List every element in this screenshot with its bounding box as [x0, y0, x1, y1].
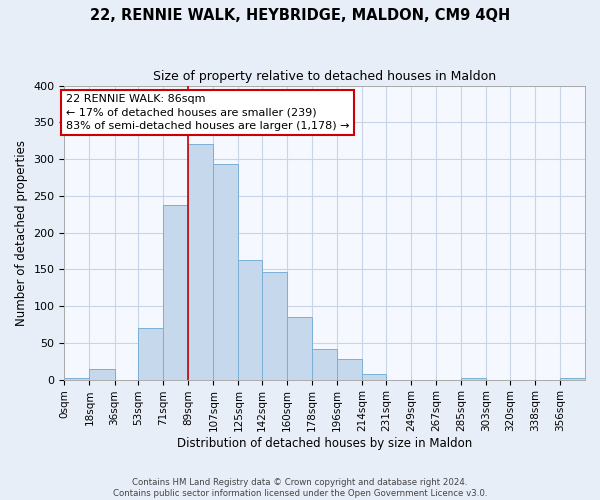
Bar: [238, 260, 262, 380]
Bar: [64, 378, 89, 380]
Bar: [337, 359, 362, 380]
Bar: [188, 144, 214, 380]
Bar: [262, 272, 287, 380]
Bar: [287, 317, 312, 380]
Bar: [163, 206, 188, 380]
X-axis label: Distribution of detached houses by size in Maldon: Distribution of detached houses by size …: [177, 437, 472, 450]
Text: Contains HM Land Registry data © Crown copyright and database right 2024.
Contai: Contains HM Land Registry data © Crown c…: [113, 478, 487, 498]
Bar: [138, 328, 163, 380]
Bar: [214, 164, 238, 380]
Text: 22, RENNIE WALK, HEYBRIDGE, MALDON, CM9 4QH: 22, RENNIE WALK, HEYBRIDGE, MALDON, CM9 …: [90, 8, 510, 22]
Bar: [560, 378, 585, 380]
Title: Size of property relative to detached houses in Maldon: Size of property relative to detached ho…: [153, 70, 496, 83]
Bar: [312, 348, 337, 380]
Bar: [89, 368, 115, 380]
Bar: [461, 378, 486, 380]
Y-axis label: Number of detached properties: Number of detached properties: [15, 140, 28, 326]
Text: 22 RENNIE WALK: 86sqm
← 17% of detached houses are smaller (239)
83% of semi-det: 22 RENNIE WALK: 86sqm ← 17% of detached …: [66, 94, 349, 131]
Bar: [362, 374, 386, 380]
